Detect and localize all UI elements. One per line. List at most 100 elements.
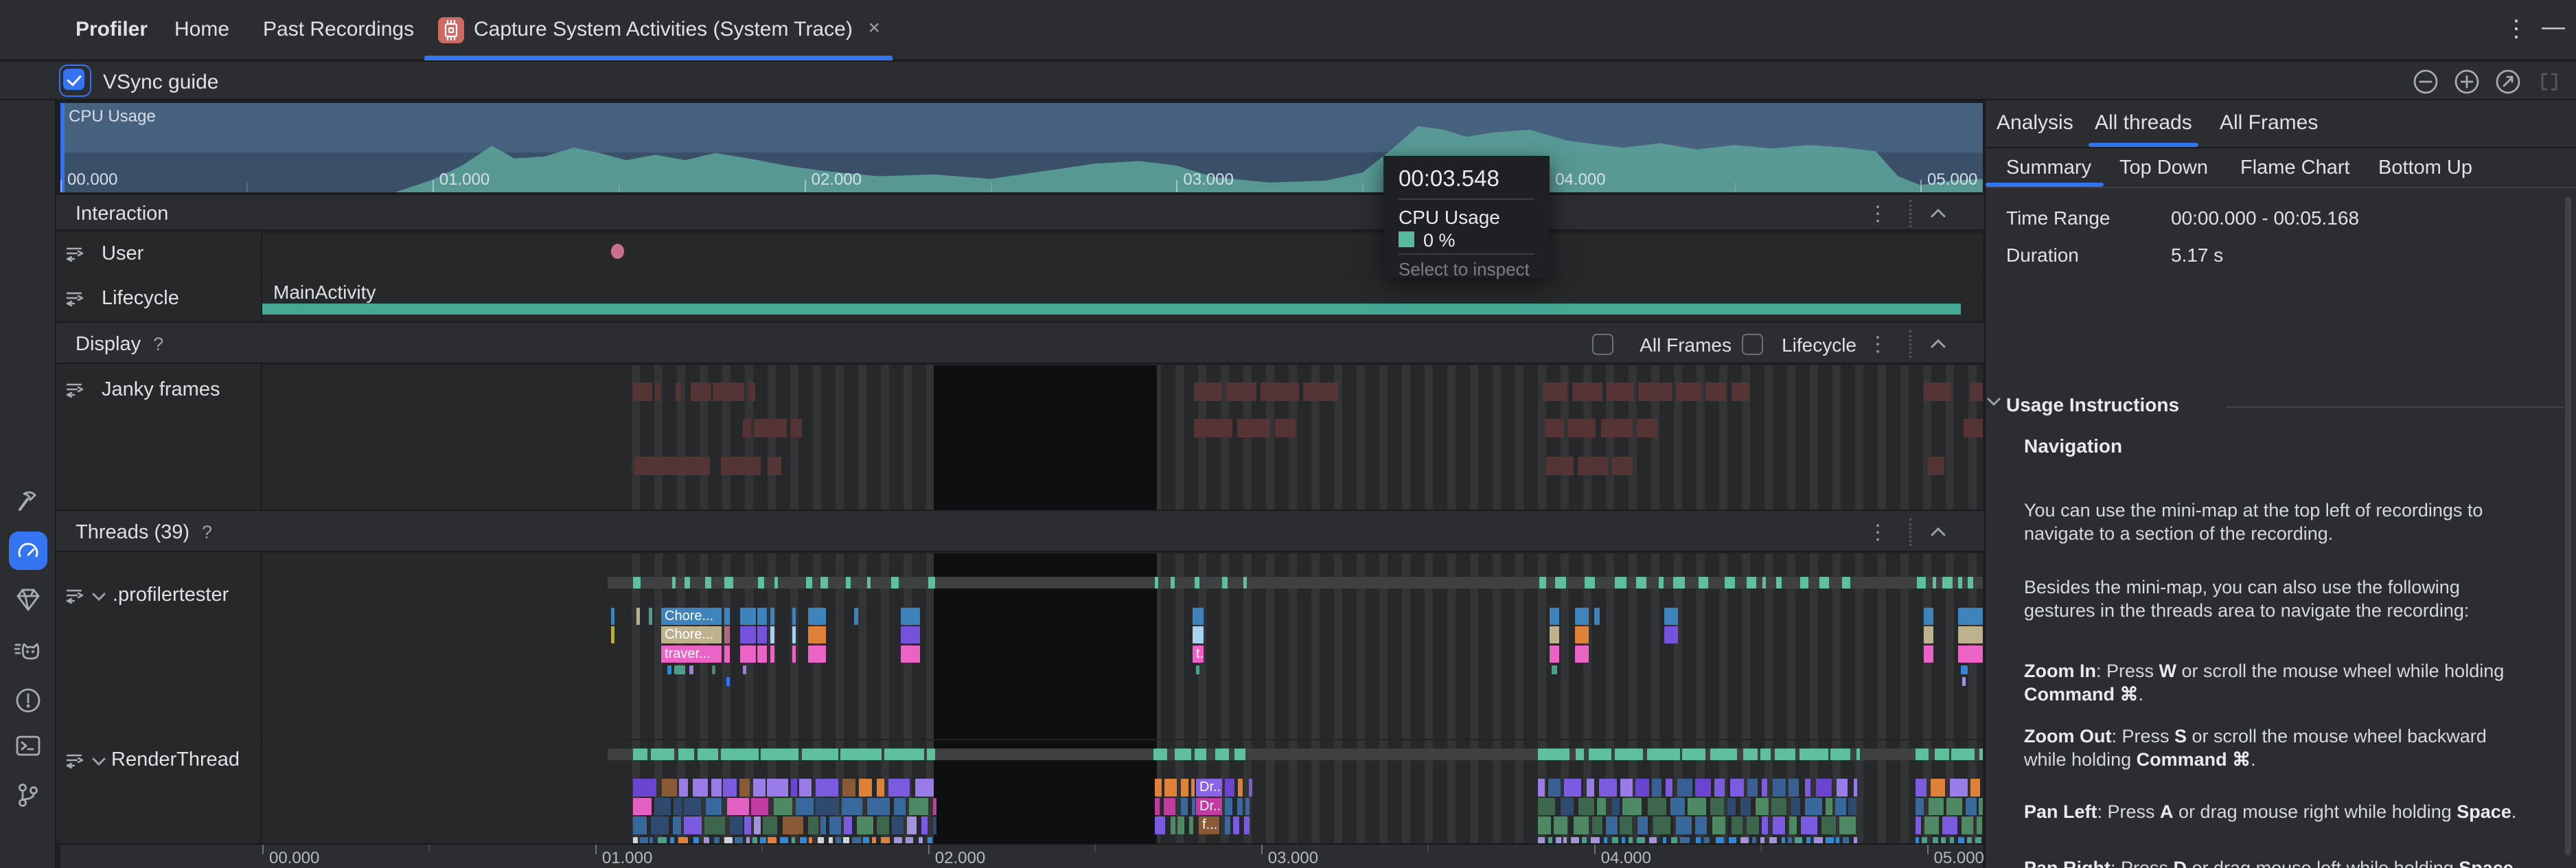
trace-event-block[interactable] — [906, 837, 914, 843]
trace-event-block[interactable] — [684, 798, 701, 815]
tab-analysis[interactable]: Analysis — [1997, 111, 2073, 134]
usage-instructions-header[interactable]: Usage Instructions — [2006, 394, 2180, 415]
janky-frame-block[interactable] — [691, 382, 711, 401]
thread-state-segment[interactable] — [1710, 749, 1737, 760]
trace-event-block[interactable] — [1762, 779, 1768, 797]
trace-event-block[interactable] — [852, 837, 861, 843]
trace-event-block[interactable] — [726, 798, 750, 815]
trace-event-block[interactable] — [828, 837, 833, 843]
trace-event-block[interactable] — [633, 779, 657, 797]
thread-state-segment[interactable] — [884, 749, 925, 760]
menu-past-recordings[interactable]: Past Recordings — [263, 18, 415, 41]
thread-state-segment[interactable] — [867, 577, 871, 589]
janky-frame-block[interactable] — [1928, 457, 1944, 475]
thread-state-segment[interactable] — [1234, 749, 1245, 760]
trace-event-block[interactable] — [767, 779, 789, 797]
trace-event-block[interactable] — [1932, 837, 1938, 843]
janky-frame-block[interactable] — [748, 382, 755, 401]
thread-state-segment[interactable] — [1774, 749, 1795, 760]
thread-state-segment[interactable] — [1819, 577, 1830, 589]
janky-frame-block[interactable] — [1572, 382, 1602, 401]
trace-event-block[interactable] — [1581, 837, 1587, 843]
thread-state-segment[interactable] — [890, 577, 899, 589]
thread-state-segment[interactable] — [1935, 749, 1949, 760]
thread-state-segment[interactable] — [845, 577, 851, 589]
trace-event-block[interactable] — [1225, 779, 1235, 797]
thread-state-segment[interactable] — [651, 749, 674, 760]
thread-state-segment[interactable] — [1174, 749, 1191, 760]
trace-event-block[interactable] — [611, 626, 614, 643]
janky-row-label-col[interactable]: Janky frames — [56, 364, 262, 510]
trace-event-block[interactable] — [1592, 816, 1603, 834]
trace-event-block[interactable] — [1666, 779, 1672, 797]
trace-event-block[interactable] — [1787, 837, 1792, 843]
display-help-icon[interactable]: ? — [153, 334, 164, 354]
thread-state-segment[interactable] — [1760, 749, 1771, 760]
trace-event-block[interactable] — [1746, 816, 1759, 834]
trace-event-block[interactable] — [1591, 837, 1600, 843]
trace-event-block[interactable] — [1806, 837, 1811, 843]
trace-event-block[interactable] — [1958, 646, 1983, 663]
user-row-label-col[interactable]: User — [56, 232, 262, 276]
janky-frame-block[interactable] — [1924, 382, 1951, 401]
trace-event-block[interactable] — [1621, 837, 1625, 843]
trace-event-block[interactable] — [808, 837, 813, 843]
threads-help-icon[interactable]: ? — [202, 522, 213, 542]
threads-collapse-icon[interactable] — [1931, 527, 1946, 540]
trace-event-block[interactable] — [790, 779, 798, 797]
trace-event-block[interactable] — [1714, 779, 1725, 797]
janky-frame-block[interactable] — [1194, 419, 1232, 437]
trace-event-block[interactable] — [611, 608, 614, 625]
trace-event-block[interactable] — [1664, 626, 1678, 643]
trace-event-block[interactable] — [1578, 798, 1594, 815]
reset-zoom-icon[interactable] — [2492, 66, 2524, 98]
trace-event-block[interactable] — [729, 816, 743, 834]
thread-state-segment[interactable] — [761, 749, 798, 760]
trace-event-block[interactable] — [1854, 837, 1858, 843]
trace-event-block[interactable] — [1924, 608, 1933, 625]
trace-event-block[interactable] — [862, 837, 869, 843]
thread-state-segment[interactable] — [927, 749, 935, 760]
trace-event-block[interactable] — [1957, 837, 1965, 843]
trace-event-block[interactable] — [1192, 798, 1196, 815]
lifecycle-row-label-col[interactable]: Lifecycle — [56, 276, 262, 321]
trace-event-block[interactable] — [808, 608, 826, 625]
trace-event-block[interactable] — [633, 816, 647, 834]
trace-event-block[interactable] — [751, 798, 769, 815]
trace-event-block[interactable] — [893, 837, 902, 843]
trace-event-block[interactable] — [1155, 798, 1160, 815]
trace-event-block[interactable] — [770, 626, 774, 643]
trace-event-block[interactable] — [1924, 816, 1940, 834]
trace-event-block[interactable] — [1164, 779, 1177, 797]
janky-frame-block[interactable] — [743, 419, 751, 437]
thread-state-segment[interactable] — [1576, 749, 1584, 760]
trace-event-block[interactable] — [1574, 816, 1589, 834]
janky-frame-block[interactable] — [1705, 382, 1726, 401]
trace-event-block[interactable] — [1791, 798, 1801, 815]
janky-frame-block[interactable] — [1194, 382, 1221, 401]
trace-event-block[interactable] — [1962, 816, 1973, 834]
trace-event-block[interactable] — [1189, 816, 1193, 834]
trace-event-block[interactable] — [692, 779, 708, 797]
janky-frame-block[interactable] — [1237, 419, 1270, 437]
trace-event-block[interactable] — [1636, 837, 1646, 843]
trace-event-block[interactable] — [1171, 816, 1175, 834]
trace-event-block[interactable] — [796, 798, 814, 815]
janky-frame-block[interactable] — [1612, 457, 1633, 475]
trace-event-block[interactable] — [1538, 816, 1552, 834]
trace-event-block[interactable] — [1970, 779, 1980, 797]
trace-event-block[interactable] — [753, 816, 761, 834]
trace-event-block[interactable] — [815, 779, 838, 797]
trace-event-block[interactable] — [1916, 798, 1924, 815]
thread-state-segment[interactable] — [724, 577, 733, 589]
trace-event-block[interactable] — [1922, 837, 1928, 843]
trace-event-block[interactable] — [724, 608, 730, 625]
thread-state-segment[interactable] — [1538, 749, 1570, 760]
janky-frame-block[interactable] — [754, 419, 787, 437]
trace-event-block[interactable] — [752, 837, 758, 843]
janky-frame-block[interactable] — [1607, 382, 1634, 401]
trace-event-block[interactable] — [892, 816, 904, 834]
trace-event-block[interactable] — [1801, 816, 1817, 834]
trace-event-block[interactable] — [651, 816, 669, 834]
trace-event-block[interactable] — [1929, 798, 1944, 815]
